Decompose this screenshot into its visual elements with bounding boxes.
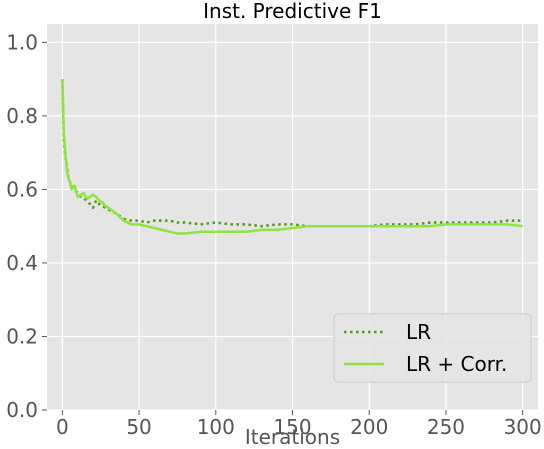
series-line-1: [61, 79, 523, 235]
y-tick-label-2: 0.4: [6, 251, 38, 275]
y-tick-label-5: 1.0: [6, 30, 38, 54]
x-tick-label-5: 250: [427, 415, 465, 439]
y-tick-label-4: 0.8: [6, 104, 38, 128]
y-tick-label-3: 0.6: [6, 177, 38, 201]
y-tick-label-0: 0.0: [6, 398, 38, 422]
ticks: 0 50 100 150 200 250 300 0.0 0.2 0.4 0.6 0.8 1.0: [6, 30, 542, 439]
x-tick-label-2: 100: [197, 415, 235, 439]
legend-label-lr: LR: [406, 320, 431, 344]
x-tick-label-4: 200: [350, 415, 388, 439]
grid: [47, 24, 538, 411]
x-tick-label-1: 50: [126, 415, 151, 439]
legend: LR LR + Corr.: [333, 313, 532, 383]
x-tick-label-0: 0: [56, 415, 69, 439]
x-axis-label: Iterations: [245, 425, 340, 449]
chart-title: Inst. Predictive F1: [203, 0, 382, 23]
y-tick-label-1: 0.2: [6, 324, 38, 348]
series-layer: [61, 79, 523, 235]
x-tick-label-6: 300: [504, 415, 542, 439]
x-tick-label-3: 150: [273, 415, 311, 439]
legend-label-lr-corr: LR + Corr.: [406, 352, 507, 376]
